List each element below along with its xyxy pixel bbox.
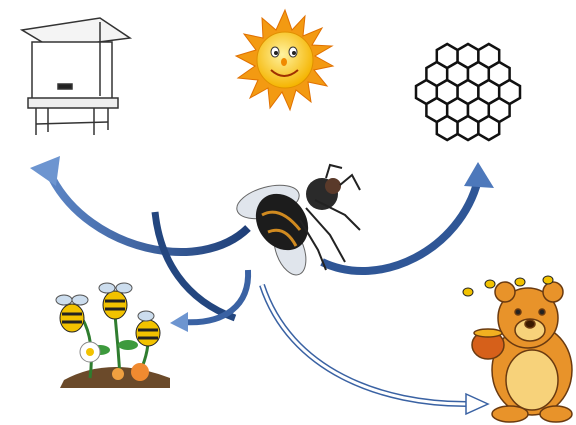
diagram: [0, 0, 576, 425]
bee: [99, 283, 132, 319]
comb-cell: [499, 80, 520, 104]
arrow-head: [30, 156, 60, 186]
fly: [233, 165, 360, 279]
arrow-head: [464, 162, 494, 188]
bear: [472, 282, 572, 422]
bees-on-flowers: [56, 283, 170, 388]
arrow-head: [466, 394, 488, 414]
arrow-head: [170, 312, 188, 332]
sun: [236, 10, 333, 110]
honeycomb: [416, 44, 520, 140]
bee: [56, 295, 88, 332]
bee: [136, 311, 160, 346]
beehive: [22, 18, 130, 135]
